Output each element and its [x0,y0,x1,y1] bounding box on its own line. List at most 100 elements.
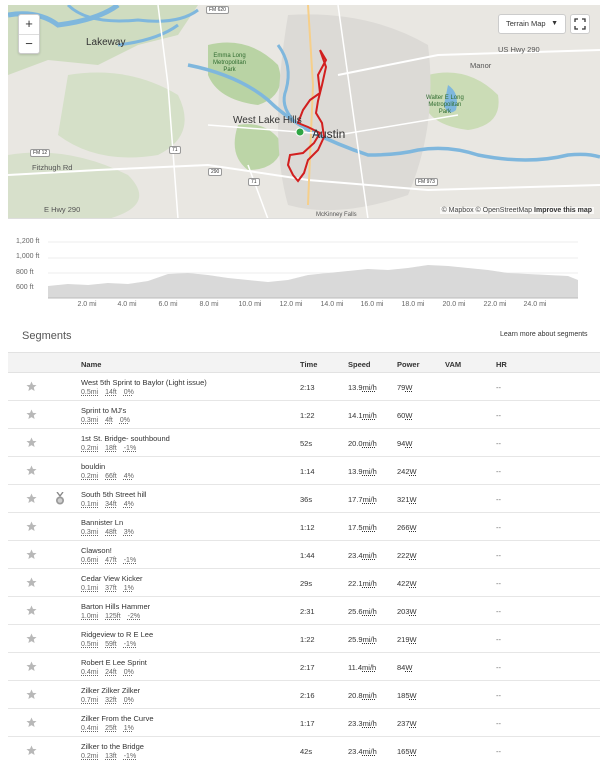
col-time[interactable]: Time [300,360,318,369]
segment-name[interactable]: West 5th Sprint to Baylor (Light issue) [81,378,207,387]
segment-name[interactable]: 1st St. Bridge- southbound [81,434,170,443]
segment-name[interactable]: Zilker to the Bridge [81,742,144,751]
segment-speed: 20.0mi/h [348,439,377,448]
segment-row[interactable]: Zilker From the Curve 0.4mi 25ft 1% 1:17… [8,709,600,737]
star-icon[interactable] [26,745,37,756]
segment-name[interactable]: Zilker Zilker Zilker [81,686,141,695]
col-power[interactable]: Power [397,360,420,369]
segment-row[interactable]: 1st St. Bridge- southbound 0.2mi 18ft -1… [8,429,600,457]
map-layer-dropdown[interactable]: Terrain Map ▼ [498,14,566,34]
star-icon[interactable] [26,605,37,616]
segment-grade: 1% [123,725,134,732]
segment-distance: 0.3mi [81,417,99,424]
segment-row[interactable]: Zilker Zilker Zilker 0.7mi 32ft 0% 2:16 … [8,681,600,709]
star-icon[interactable] [26,549,37,560]
segment-grade: 0% [123,669,134,676]
star-icon[interactable] [26,689,37,700]
segment-name[interactable]: Cedar View Kicker [81,574,143,583]
segment-elevation: 37ft [105,585,117,592]
star-icon[interactable] [26,577,37,588]
elevation-x-tick: 16.0 mi [360,301,384,308]
segment-elevation: 14ft [105,389,117,396]
col-hr[interactable]: HR [496,360,507,369]
segment-power: 219W [397,635,417,644]
route-map[interactable]: Lakeway West Lake Hills Austin Manor Fit… [8,5,600,219]
segment-hr: -- [496,439,501,448]
segment-row[interactable]: bouldin 0.2mi 66ft 4% 1:14 13.9mi/h 242W… [8,457,600,485]
speed-value: 23.4 [348,551,363,560]
segment-elevation: 125ft [105,613,121,620]
star-icon[interactable] [26,633,37,644]
segment-row[interactable]: Clawson! 0.6mi 47ft -1% 1:44 23.4mi/h 22… [8,541,600,569]
segment-stats: 0.3mi 4ft 0% [81,417,135,424]
segment-power: 60W [397,411,412,420]
segment-row[interactable]: Barton Hills Hammer 1.0mi 125ft -2% 2:31… [8,597,600,625]
star-icon[interactable] [26,717,37,728]
segment-row[interactable]: South 5th Street hill 0.1mi 34ft 4% 36s … [8,485,600,513]
power-value: 84 [397,663,406,672]
segment-row[interactable]: Sprint to MJ's 0.3mi 4ft 0% 1:22 14.1mi/… [8,401,600,429]
power-unit: W [409,495,417,504]
segment-grade: 0% [123,389,134,396]
segment-row[interactable]: Zilker to the Bridge 0.2mi 13ft -1% 42s … [8,737,600,762]
attribution-osm[interactable]: © OpenStreetMap [475,207,533,214]
segment-grade: 0% [119,417,130,424]
zoom-in-button[interactable]: + [25,16,33,31]
segment-name[interactable]: Bannister Ln [81,518,124,527]
star-icon[interactable] [26,465,37,476]
map-layer-label: Terrain Map [506,19,546,28]
learn-more-link[interactable]: Learn more about segments [500,331,588,338]
segment-distance: 0.1mi [81,585,99,592]
segment-row[interactable]: Ridgeview to R E Lee 0.5mi 59ft -1% 1:22… [8,625,600,653]
improve-map-link[interactable]: Improve this map [534,207,592,214]
segment-power: 237W [397,719,417,728]
segment-speed: 14.1mi/h [348,411,377,420]
segment-row[interactable]: Bannister Ln 0.3mi 48ft 3% 1:12 17.5mi/h… [8,513,600,541]
segment-stats: 1.0mi 125ft -2% [81,613,145,620]
segments-header: Name Time Speed Power VAM HR [8,352,600,373]
star-icon[interactable] [26,661,37,672]
segment-grade: 1% [123,585,134,592]
segment-row[interactable]: Robert E Lee Sprint 0.4mi 24ft 0% 2:17 1… [8,653,600,681]
star-icon[interactable] [26,521,37,532]
power-value: 203 [397,607,410,616]
star-icon[interactable] [26,437,37,448]
segment-time: 1:12 [300,523,315,532]
segment-name[interactable]: Clawson! [81,546,112,555]
segment-stats: 0.4mi 25ft 1% [81,725,139,732]
star-icon[interactable] [26,409,37,420]
segment-name[interactable]: South 5th Street hill [81,490,147,499]
elevation-x-tick: 8.0 mi [199,301,219,308]
segment-name[interactable]: Zilker From the Curve [81,714,154,723]
segment-name[interactable]: Robert E Lee Sprint [81,658,147,667]
segment-row[interactable]: Cedar View Kicker 0.1mi 37ft 1% 29s 22.1… [8,569,600,597]
map-label-ushwy290: US Hwy 290 [498,45,540,54]
elevation-y-tick: 1,000 ft [16,253,40,260]
zoom-out-button[interactable]: − [19,34,39,53]
elevation-profile[interactable]: 1,200 ft 1,000 ft 800 ft 600 ft 2.0 mi 4… [8,228,600,318]
segment-name[interactable]: bouldin [81,462,106,471]
segment-name[interactable]: Sprint to MJ's [81,406,127,415]
speed-value: 25.6 [348,607,363,616]
segment-name[interactable]: Ridgeview to R E Lee [81,630,154,639]
star-icon[interactable] [26,493,37,504]
col-speed[interactable]: Speed [348,360,371,369]
segment-elevation: 59ft [105,641,117,648]
star-icon[interactable] [26,381,37,392]
col-name[interactable]: Name [81,360,102,369]
power-unit: W [405,439,413,448]
elevation-x-tick: 6.0 mi [158,301,178,308]
segment-speed: 17.7mi/h [348,495,377,504]
fullscreen-button[interactable] [570,14,590,34]
segment-name[interactable]: Barton Hills Hammer [81,602,151,611]
speed-unit: mi/h [362,411,377,420]
attribution-mapbox[interactable]: © Mapbox [441,207,474,214]
segment-grade: -1% [123,445,137,452]
elevation-x-tick: 4.0 mi [117,301,137,308]
power-value: 94 [397,439,406,448]
speed-value: 25.9 [348,635,363,644]
speed-value: 17.5 [348,523,363,532]
segment-row[interactable]: West 5th Sprint to Baylor (Light issue) … [8,373,600,401]
segment-time: 1:22 [300,411,315,420]
col-vam[interactable]: VAM [445,360,462,369]
